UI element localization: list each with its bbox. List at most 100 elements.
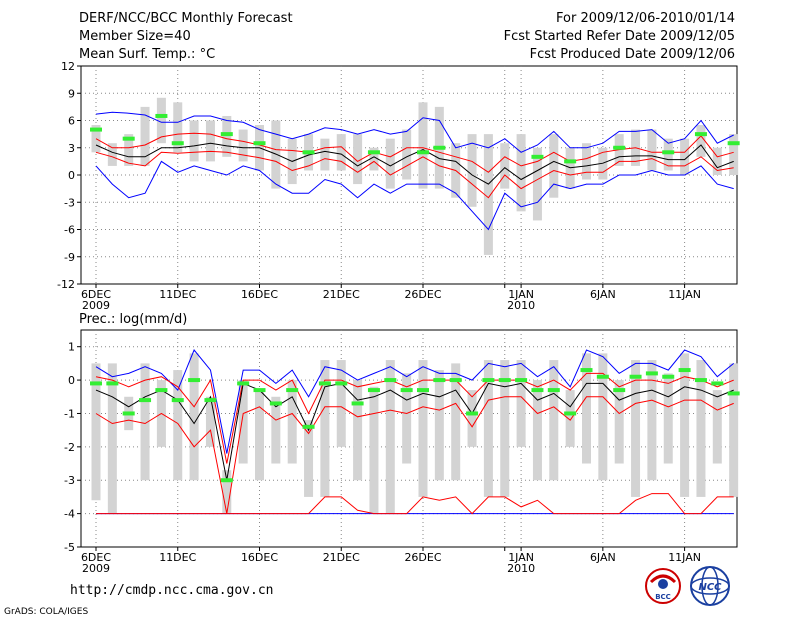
spread-box (402, 373, 412, 464)
fcst-produced: Fcst Produced Date 2009/12/06 (530, 47, 735, 62)
spread-box (516, 360, 526, 447)
x-year-label: 2009 (82, 299, 110, 312)
observation-marker (90, 381, 102, 386)
spread-box (516, 134, 526, 212)
spread-box (647, 360, 657, 481)
ncc-logo-text: NCC (698, 582, 722, 593)
observation-marker (367, 150, 380, 155)
observation-marker (629, 374, 642, 379)
spread-box (238, 129, 248, 162)
spread-box (336, 360, 346, 447)
spread-box (729, 134, 739, 175)
spread-box (304, 420, 314, 497)
observation-marker (662, 150, 675, 155)
spread-box (680, 353, 690, 497)
observation-marker (580, 368, 593, 373)
observation-marker (433, 378, 446, 383)
ensemble-mean-line (95, 142, 734, 185)
y-tick-label: 9 (68, 87, 75, 100)
spread-box (729, 363, 739, 497)
observation-marker (694, 132, 707, 137)
spread-box (222, 115, 232, 157)
spread-box (582, 353, 591, 464)
spread-box (91, 125, 101, 153)
spread-box (712, 390, 722, 464)
spread-box (173, 102, 183, 153)
observation-marker (106, 381, 119, 386)
fcst-started: Fcst Started Refer Date 2009/12/05 (504, 29, 735, 44)
spread-box (565, 390, 575, 447)
observation-marker (596, 374, 609, 379)
observation-marker (417, 388, 429, 393)
spread-box (483, 134, 493, 255)
x-tick-label: 26DEC (404, 551, 441, 564)
inner-upper-line (95, 372, 734, 464)
y-tick-label: -12 (57, 278, 75, 291)
spread-box (647, 129, 657, 171)
spread-box (124, 134, 134, 166)
observation-marker (367, 388, 380, 393)
y-tick-label: 12 (61, 60, 75, 73)
x-year-label: 2010 (507, 299, 535, 312)
spread-box (549, 360, 559, 481)
variable-label: Mean Surf. Temp.: °C (79, 47, 215, 62)
observation-marker (155, 113, 168, 118)
spread-box (549, 134, 559, 198)
observation-marker (237, 381, 250, 386)
observation-marker (531, 388, 544, 393)
spread-box (434, 370, 444, 481)
spread-box (712, 147, 722, 175)
spread-box (336, 134, 346, 171)
x-tick-label: 21DEC (323, 551, 360, 564)
observation-marker (269, 401, 282, 406)
ncc-logo-icon: NCC (690, 566, 730, 606)
spread-box (385, 138, 395, 189)
x-tick-label: 26DEC (404, 288, 441, 301)
observation-marker (253, 388, 266, 393)
observation-marker (417, 150, 429, 155)
y-tick-label: 3 (68, 142, 75, 155)
x-year-label: 2009 (82, 562, 110, 575)
spread-box (353, 380, 363, 481)
observation-marker (139, 398, 152, 403)
spread-box (156, 97, 166, 144)
observation-marker (613, 388, 626, 393)
bcc-logo-text: BCC (655, 593, 671, 601)
observation-marker (302, 424, 315, 429)
bcc-logo-icon: BCC (645, 568, 681, 604)
spread-box (500, 143, 510, 189)
observation-marker (171, 141, 184, 146)
observation-marker (302, 150, 315, 155)
spread-box (500, 360, 510, 497)
observation-marker (727, 391, 740, 396)
inner-lower-line (95, 150, 734, 199)
observation-marker (204, 398, 217, 403)
spread-box (189, 120, 199, 162)
observation-marker (122, 136, 135, 141)
grads-credit: GrADS: COLA/IGES (4, 607, 88, 617)
forecast-period: For 2009/12/06-2010/01/14 (556, 11, 735, 26)
observation-marker (613, 145, 626, 150)
x-tick-label: 11DEC (159, 288, 196, 301)
spread-box (696, 360, 706, 497)
x-tick-label: 6DEC (81, 551, 111, 564)
inner-upper-line (95, 132, 734, 173)
spread-box (582, 143, 591, 180)
observation-marker (449, 378, 462, 383)
spread-box (140, 363, 150, 481)
spread-box (467, 390, 477, 447)
spread-box (631, 360, 641, 497)
inner-lower-line (95, 396, 734, 514)
x-tick-label: 1JAN (508, 288, 534, 301)
observation-marker (335, 381, 348, 386)
x-tick-label: 11JAN (668, 288, 701, 301)
y-tick-label: 6 (68, 115, 75, 128)
x-tick-label: 6JAN (590, 288, 616, 301)
observation-marker (318, 381, 331, 386)
y-tick-label: -9 (64, 251, 75, 264)
spread-box (255, 390, 264, 481)
y-tick-label: -3 (64, 474, 75, 487)
spread-box (205, 120, 215, 162)
